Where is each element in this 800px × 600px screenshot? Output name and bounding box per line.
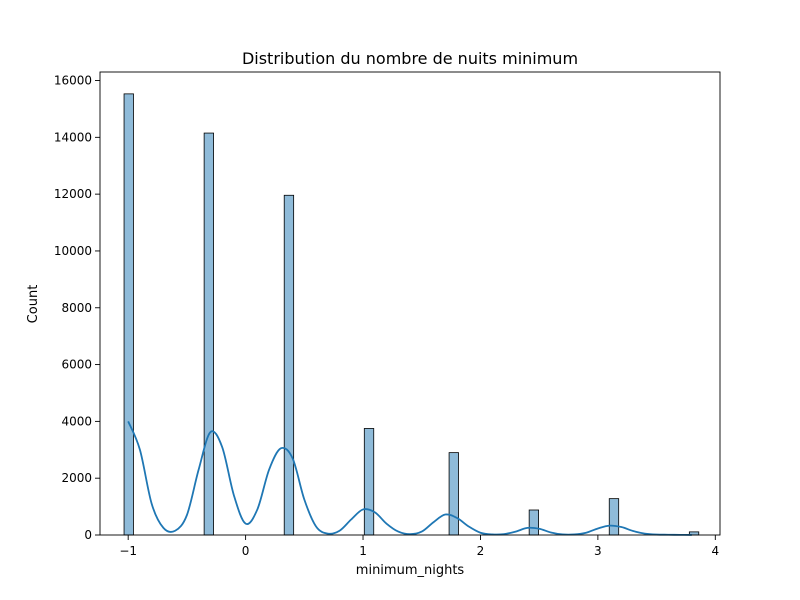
y-tick-label: 6000 xyxy=(61,358,92,372)
histogram-bar xyxy=(608,498,620,536)
histogram-bar xyxy=(528,509,539,536)
kde-curve xyxy=(127,421,692,536)
y-tick-label: 14000 xyxy=(54,130,92,144)
histogram-bar xyxy=(123,93,134,536)
histogram-bar xyxy=(283,194,295,536)
x-tick-label: −1 xyxy=(119,544,137,558)
x-tick-label: 1 xyxy=(359,544,367,558)
y-tick-label: 0 xyxy=(84,528,92,542)
plot-area xyxy=(100,72,720,535)
y-tick-label: 4000 xyxy=(61,414,92,428)
histogram-bar xyxy=(363,428,375,536)
histogram-bar xyxy=(203,132,214,536)
x-tick-label: 3 xyxy=(594,544,602,558)
x-tick-label: 0 xyxy=(242,544,250,558)
y-axis-ticks: 0 2000 4000 6000 8000 10000 12000 14000 16000 xyxy=(54,74,100,542)
x-tick-label: 2 xyxy=(477,544,485,558)
histogram-bar xyxy=(448,452,459,536)
y-tick-label: 12000 xyxy=(54,187,92,201)
chart-title: Distribution du nombre de nuits minimum xyxy=(242,49,578,68)
y-tick-label: 10000 xyxy=(54,244,92,258)
plot-frame xyxy=(99,71,721,536)
x-tick-label: 4 xyxy=(711,544,719,558)
y-tick-label: 16000 xyxy=(54,74,92,88)
y-axis-label: Count xyxy=(26,285,41,324)
x-axis-label: minimum_nights xyxy=(356,563,465,578)
y-tick-label: 2000 xyxy=(61,471,92,485)
y-tick-label: 8000 xyxy=(61,301,92,315)
x-axis-ticks: −1 0 1 2 3 4 xyxy=(119,535,719,558)
